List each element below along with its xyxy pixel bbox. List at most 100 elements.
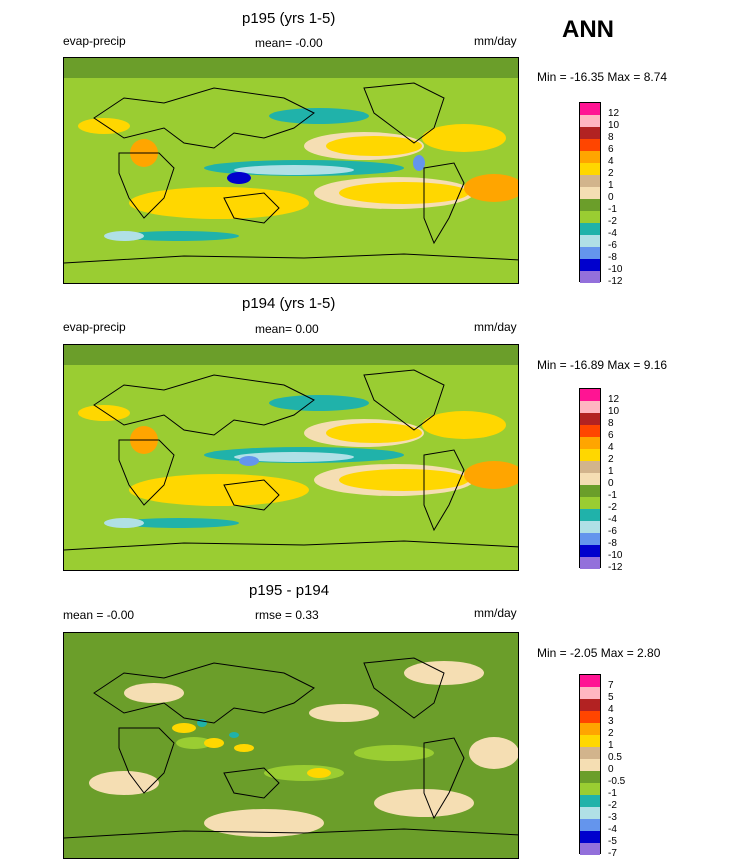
legend-label: 2 <box>608 168 614 179</box>
legend-label: -5 <box>608 836 617 847</box>
panel-1-map <box>63 57 519 284</box>
legend-label: 0 <box>608 764 614 775</box>
legend-swatch <box>580 831 600 843</box>
legend-swatch <box>580 187 600 199</box>
legend-label: -12 <box>608 562 623 573</box>
legend-label: -10 <box>608 550 623 561</box>
legend-swatch <box>580 413 600 425</box>
legend-label: 2 <box>608 728 614 739</box>
legend-swatch <box>580 127 600 139</box>
legend-swatch <box>580 735 600 747</box>
legend-label: -6 <box>608 240 617 251</box>
legend-label: -7 <box>608 848 617 859</box>
world-map-field <box>64 633 518 858</box>
panel-2-title: p194 (yrs 1-5) <box>242 295 336 312</box>
panel-2-units: mm/day <box>474 320 517 334</box>
panel-1-left-label: evap-precip <box>63 34 126 48</box>
legend-swatch <box>580 247 600 259</box>
legend-swatch <box>580 389 600 401</box>
legend-label: 6 <box>608 430 614 441</box>
legend-swatch <box>580 485 600 497</box>
legend-label: 5 <box>608 692 614 703</box>
legend-label: 2 <box>608 454 614 465</box>
panel-1-title: p195 (yrs 1-5) <box>242 10 336 27</box>
legend-label: -1 <box>608 204 617 215</box>
legend-swatch <box>580 675 600 687</box>
legend-label: -4 <box>608 514 617 525</box>
legend-label: -0.5 <box>608 776 626 787</box>
legend-swatch <box>580 521 600 533</box>
legend-label: 0 <box>608 478 614 489</box>
legend-label: 4 <box>608 704 614 715</box>
legend-label: 4 <box>608 156 614 167</box>
legend-swatch <box>580 461 600 473</box>
legend-swatch <box>580 747 600 759</box>
legend-swatch <box>580 163 600 175</box>
panel-3-title: p195 - p194 <box>249 582 330 599</box>
legend-swatch <box>580 271 600 283</box>
legend-swatch <box>580 545 600 557</box>
legend-swatch <box>580 509 600 521</box>
legend-swatch <box>580 783 600 795</box>
legend-label: -2 <box>608 800 617 811</box>
legend-swatch <box>580 819 600 831</box>
legend-swatch <box>580 235 600 247</box>
legend-label: 0.5 <box>608 752 622 763</box>
legend-swatch <box>580 497 600 509</box>
panel-3-legend <box>579 674 601 855</box>
legend-label: 12 <box>608 108 620 119</box>
panel-1-minmax: Min = -16.35 Max = 8.74 <box>537 70 668 84</box>
legend-swatch <box>580 687 600 699</box>
legend-swatch <box>580 139 600 151</box>
legend-swatch <box>580 723 600 735</box>
legend-label: 1 <box>608 740 614 751</box>
legend-label: 10 <box>608 120 620 131</box>
legend-swatch <box>580 175 600 187</box>
panel-1-units: mm/day <box>474 34 517 48</box>
legend-swatch <box>580 151 600 163</box>
legend-swatch <box>580 115 600 127</box>
legend-label: 4 <box>608 442 614 453</box>
legend-label: -4 <box>608 228 617 239</box>
legend-swatch <box>580 699 600 711</box>
legend-label: -1 <box>608 490 617 501</box>
legend-swatch <box>580 199 600 211</box>
legend-swatch <box>580 103 600 115</box>
panel-3-units: mm/day <box>474 606 517 620</box>
legend-swatch <box>580 843 600 855</box>
legend-label: -4 <box>608 824 617 835</box>
legend-label: -6 <box>608 526 617 537</box>
legend-label: 0 <box>608 192 614 203</box>
legend-swatch <box>580 771 600 783</box>
legend-label: 6 <box>608 144 614 155</box>
panel-3-map <box>63 632 519 859</box>
legend-label: -12 <box>608 276 623 287</box>
world-map-field <box>64 58 518 283</box>
legend-label: -10 <box>608 264 623 275</box>
legend-label: 8 <box>608 418 614 429</box>
legend-swatch <box>580 223 600 235</box>
legend-label: -3 <box>608 812 617 823</box>
world-map-field <box>64 345 518 570</box>
legend-swatch <box>580 533 600 545</box>
panel-3-rmse-label: rmse = 0.33 <box>255 608 319 622</box>
legend-swatch <box>580 557 600 569</box>
legend-label: -2 <box>608 216 617 227</box>
legend-swatch <box>580 401 600 413</box>
legend-swatch <box>580 795 600 807</box>
panel-1-legend <box>579 102 601 283</box>
legend-swatch <box>580 759 600 771</box>
legend-label: -8 <box>608 538 617 549</box>
legend-swatch <box>580 259 600 271</box>
legend-label: 3 <box>608 716 614 727</box>
panel-2-mean-label: mean= 0.00 <box>255 322 319 336</box>
panel-3-mean-label: mean = -0.00 <box>63 608 135 622</box>
legend-label: 7 <box>608 680 614 691</box>
panel-2-legend <box>579 388 601 569</box>
legend-label: 10 <box>608 406 620 417</box>
legend-label: 1 <box>608 466 614 477</box>
panel-2-minmax: Min = -16.89 Max = 9.16 <box>537 358 668 372</box>
legend-label: -2 <box>608 502 617 513</box>
legend-label: 12 <box>608 394 620 405</box>
legend-swatch <box>580 473 600 485</box>
